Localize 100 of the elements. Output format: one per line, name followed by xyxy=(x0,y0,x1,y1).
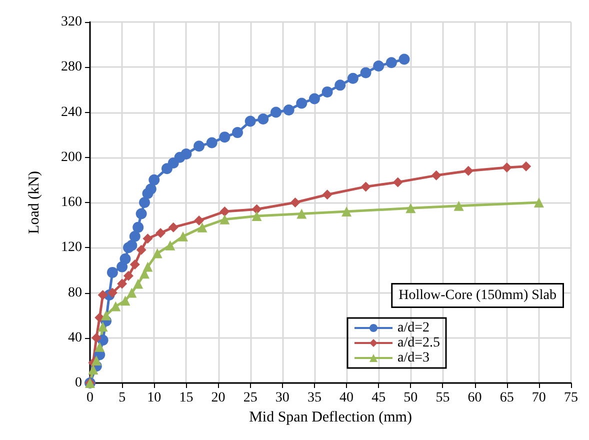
point xyxy=(91,332,102,343)
point xyxy=(283,104,294,116)
point xyxy=(129,230,140,242)
x-tick-label: 70 xyxy=(532,390,546,406)
y-axis-title: Load (kN) xyxy=(26,171,42,234)
point xyxy=(197,222,208,232)
point xyxy=(232,127,244,138)
point xyxy=(194,216,204,226)
point xyxy=(270,106,282,118)
legend-label: a/d=3 xyxy=(398,350,430,366)
point xyxy=(322,190,332,200)
x-tick-label: 55 xyxy=(436,390,450,406)
point xyxy=(88,364,98,374)
point xyxy=(252,204,262,214)
y-tick-label: 0 xyxy=(75,376,82,390)
x-tick-label: 75 xyxy=(564,390,578,406)
point xyxy=(322,86,333,98)
x-tick-label: 0 xyxy=(86,390,94,406)
y-tick-label: 40 xyxy=(68,330,82,346)
point xyxy=(106,266,118,278)
point xyxy=(91,355,102,366)
point xyxy=(133,278,144,289)
x-tick-label: 50 xyxy=(404,390,418,406)
legend-label: a/d=2 xyxy=(398,320,430,336)
x-tick-label: 25 xyxy=(243,390,258,406)
x-tick-label: 60 xyxy=(468,390,482,406)
y-tick-label: 200 xyxy=(61,150,82,165)
x-tick-label: 45 xyxy=(372,390,386,406)
point xyxy=(373,60,384,72)
x-tick-label: 10 xyxy=(147,390,162,406)
point xyxy=(148,174,160,186)
point xyxy=(107,288,118,298)
point xyxy=(334,80,346,91)
legend-label: a/d=2.5 xyxy=(398,336,440,350)
point xyxy=(392,177,403,188)
point xyxy=(168,222,178,232)
point xyxy=(139,197,150,208)
point xyxy=(521,161,532,172)
point xyxy=(463,166,474,176)
x-tick-label: 65 xyxy=(500,390,514,406)
y-tick-label: 160 xyxy=(61,195,82,210)
x-tick-label: 20 xyxy=(211,390,226,406)
y-tick-label: 280 xyxy=(61,60,82,75)
point xyxy=(117,278,128,289)
point xyxy=(290,198,300,208)
y-tick-label: 120 xyxy=(61,240,82,256)
x-tick-label: 15 xyxy=(179,390,194,406)
point xyxy=(98,290,108,300)
point xyxy=(220,214,230,224)
point xyxy=(132,222,144,233)
y-tick-label: 320 xyxy=(61,14,82,30)
point xyxy=(142,234,153,244)
point xyxy=(258,114,269,125)
point xyxy=(308,93,320,104)
point xyxy=(94,342,105,352)
point xyxy=(123,270,134,281)
point xyxy=(156,228,166,238)
point xyxy=(296,98,308,109)
point xyxy=(126,240,138,251)
point xyxy=(98,322,108,332)
point xyxy=(136,208,147,220)
point xyxy=(101,310,112,320)
point xyxy=(194,140,205,152)
point xyxy=(398,54,410,65)
point xyxy=(244,116,256,127)
point xyxy=(178,231,188,242)
y-tick-label: 80 xyxy=(68,285,82,300)
point xyxy=(252,211,262,222)
point xyxy=(180,148,192,160)
point xyxy=(142,262,153,272)
point xyxy=(386,57,397,68)
point xyxy=(360,182,371,192)
point xyxy=(219,132,230,143)
point xyxy=(360,67,372,78)
point xyxy=(454,200,464,211)
point xyxy=(120,253,131,264)
point xyxy=(126,288,137,298)
x-tick-label: 5 xyxy=(118,390,126,406)
point xyxy=(502,162,512,173)
point xyxy=(206,137,218,148)
point xyxy=(136,244,146,255)
point xyxy=(534,198,544,208)
point xyxy=(110,301,121,312)
x-tick-label: 40 xyxy=(340,390,354,406)
point xyxy=(165,240,176,250)
x-axis-title: Mid Span Deflection (mm) xyxy=(249,409,412,426)
point xyxy=(342,206,352,217)
point xyxy=(145,183,156,194)
point xyxy=(220,206,230,217)
legend-title: Hollow-Core (150mm) Slab xyxy=(398,288,557,303)
point xyxy=(296,208,307,219)
point xyxy=(431,170,442,180)
x-tick-label: 35 xyxy=(307,390,322,406)
point xyxy=(347,72,358,84)
point xyxy=(406,203,416,214)
point xyxy=(120,296,130,306)
y-tick-label: 240 xyxy=(61,104,82,120)
x-tick-label: 30 xyxy=(275,390,290,406)
point xyxy=(152,248,162,258)
point xyxy=(130,260,140,270)
